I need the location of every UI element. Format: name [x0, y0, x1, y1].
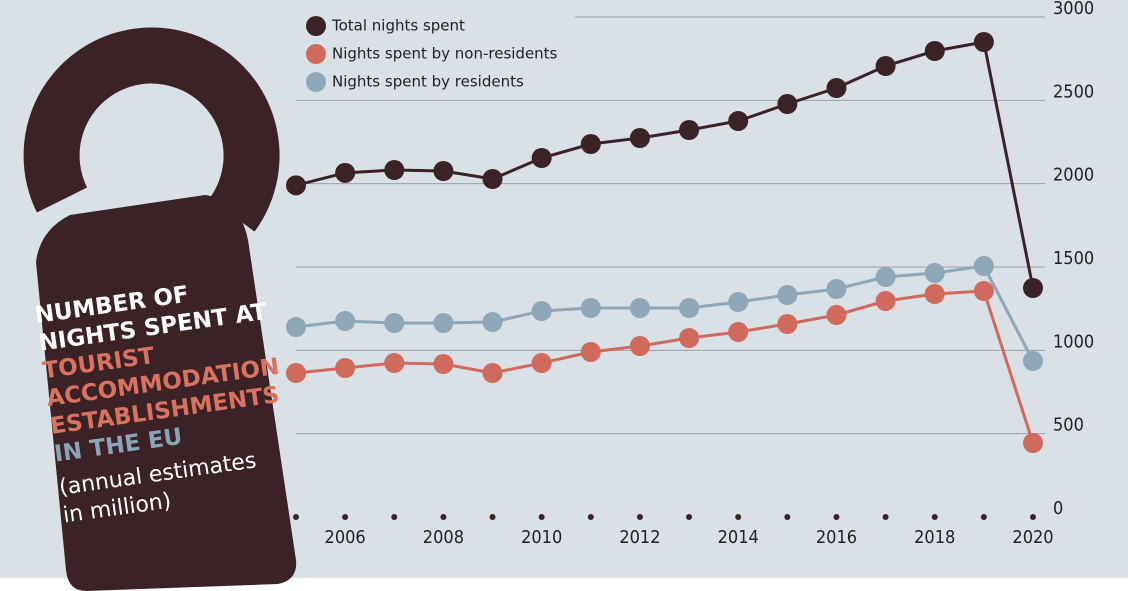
- data-point: [875, 291, 896, 311]
- legend-label: Total nights spent: [331, 17, 465, 35]
- x-axis-dot: [489, 514, 496, 520]
- data-point: [531, 148, 552, 168]
- data-point: [531, 301, 552, 321]
- y-tick-label: 0: [1053, 498, 1063, 519]
- data-point: [679, 298, 700, 318]
- door-hanger: [23, 27, 297, 591]
- y-tick-label: 2000: [1053, 165, 1094, 186]
- x-axis-dot: [293, 514, 299, 520]
- data-point: [433, 354, 454, 374]
- data-point: [433, 313, 454, 333]
- data-point: [679, 328, 700, 348]
- data-point: [1023, 278, 1043, 298]
- data-point: [482, 363, 503, 383]
- data-point: [384, 353, 405, 373]
- data-point: [335, 358, 356, 378]
- data-point: [728, 111, 749, 131]
- x-axis-dot: [980, 514, 987, 520]
- data-point: [728, 322, 749, 342]
- data-point: [1023, 351, 1043, 371]
- x-axis-dot: [391, 514, 398, 520]
- data-point: [629, 336, 650, 356]
- data-point: [777, 314, 798, 334]
- x-axis-dot: [784, 514, 791, 520]
- y-tick-label: 500: [1053, 415, 1084, 436]
- data-point: [826, 78, 847, 98]
- x-tick-label: 2006: [325, 527, 366, 548]
- data-point: [580, 342, 601, 362]
- x-axis-dot: [538, 514, 545, 520]
- x-axis-dot: [587, 514, 594, 520]
- data-point: [924, 284, 945, 304]
- data-point: [433, 161, 454, 181]
- y-tick-label: 1000: [1053, 331, 1094, 352]
- legend-label: Nights spent by residents: [332, 73, 524, 91]
- x-axis-dot: [1030, 514, 1036, 520]
- x-axis-dot: [342, 514, 349, 520]
- data-point: [335, 311, 356, 331]
- data-point: [875, 56, 896, 76]
- data-point: [580, 298, 601, 318]
- y-tick-label: 3000: [1053, 0, 1094, 19]
- hanger-ring: [23, 27, 280, 232]
- data-point: [777, 285, 798, 305]
- data-point: [826, 279, 847, 299]
- data-point: [924, 41, 945, 61]
- data-point: [286, 175, 306, 196]
- x-tick-label: 2010: [521, 527, 562, 548]
- series-line: [295, 40, 1035, 289]
- x-axis-dot: [833, 514, 840, 520]
- data-point: [629, 298, 650, 318]
- x-axis-dot: [882, 514, 889, 520]
- x-tick-label: 2020: [1012, 527, 1053, 548]
- x-tick-label: 2016: [816, 527, 857, 548]
- x-axis-dot: [735, 514, 742, 520]
- data-point: [973, 256, 994, 276]
- x-tick-label: 2012: [619, 527, 660, 548]
- x-tick-label: 2018: [914, 527, 955, 548]
- data-point: [286, 317, 306, 337]
- series-line: [295, 289, 1035, 444]
- data-point: [384, 313, 405, 333]
- data-point: [629, 128, 650, 148]
- legend-marker: [306, 16, 326, 36]
- data-point: [973, 281, 994, 301]
- data-point: [728, 292, 749, 312]
- data-point: [482, 312, 503, 332]
- legend-marker: [306, 44, 326, 64]
- data-point: [924, 263, 945, 283]
- data-point: [973, 32, 994, 52]
- data-point: [580, 134, 601, 154]
- y-tick-label: 2500: [1053, 81, 1094, 102]
- data-point: [286, 363, 306, 383]
- x-axis-dot: [636, 514, 643, 520]
- x-axis-dot: [686, 514, 693, 520]
- data-point: [482, 169, 503, 189]
- legend-label: Nights spent by non-residents: [332, 45, 558, 63]
- data-point: [875, 267, 896, 287]
- data-point: [531, 353, 552, 373]
- data-point: [826, 305, 847, 325]
- y-tick-label: 1500: [1053, 248, 1094, 269]
- series-line: [295, 264, 1035, 362]
- data-point: [335, 162, 356, 183]
- x-axis-dot: [440, 514, 447, 520]
- legend-marker: [306, 72, 326, 92]
- data-point: [777, 94, 798, 114]
- data-point: [384, 160, 405, 180]
- plot-area: 0 500 1000 1500 2000 2500 3000 2006 2008 2010 2012…: [286, 0, 1094, 548]
- x-axis-dot: [931, 514, 938, 520]
- x-tick-label: 2008: [423, 527, 464, 548]
- hanger-body: [36, 195, 297, 591]
- x-tick-label: 2014: [718, 527, 759, 548]
- data-point: [1023, 433, 1043, 453]
- data-point: [679, 120, 700, 140]
